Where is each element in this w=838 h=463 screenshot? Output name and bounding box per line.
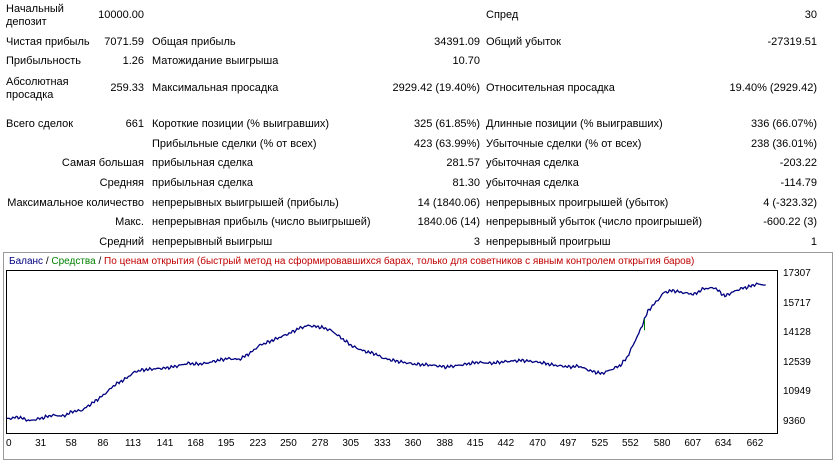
profit-factor-label: Прибыльность: [6, 55, 81, 67]
long-positions-value: 336 (66.07%): [750, 118, 817, 130]
balance-chart: [7, 282, 766, 422]
largest-label: Самая большая: [61, 157, 144, 169]
long-positions-label: Длинные позиции (% выигравших): [486, 118, 663, 130]
absolute-drawdown-value: 259.33: [110, 82, 144, 94]
balance-series-line: [7, 282, 766, 422]
maximal-drawdown-value: 2929.42 (19.40%): [392, 82, 480, 94]
max-consecutive-losses-value: 4 (-323.32): [763, 197, 817, 209]
x-tick-label: 497: [559, 438, 577, 449]
max-consecutive-loss-value: -600.22 (3): [763, 216, 817, 228]
maximal-drawdown-label: Максимальная просадка: [152, 82, 279, 94]
max-consecutive-wins-label: непрерывных выигрышей (прибыль): [152, 197, 339, 209]
x-tick-label: 388: [436, 438, 454, 449]
avg-consecutive-wins-value: 3: [473, 236, 480, 248]
loss-trades-value: 238 (36.01%): [750, 138, 817, 150]
y-tick-label: 10949: [783, 386, 811, 398]
avg-consecutive-wins-label: непрерывный выигрыш: [152, 236, 273, 248]
plot-area: [6, 270, 778, 434]
x-tick-label: 0: [6, 438, 12, 449]
spread-value: 30: [804, 9, 817, 21]
y-tick-label: 14128: [783, 327, 811, 339]
x-tick-label: 580: [653, 438, 671, 449]
profit-trades-value: 423 (63.99%): [413, 138, 480, 150]
x-tick-label: 607: [684, 438, 702, 449]
x-tick-label: 525: [591, 438, 609, 449]
loss-trades-label: Убыточные сделки (% от всех): [486, 138, 642, 150]
short-positions-label: Короткие позиции (% выигравших): [152, 118, 330, 130]
average-loss-label: убыточная сделка: [486, 177, 579, 189]
relative-drawdown-label: Относительная просадка: [486, 82, 615, 94]
legend-balance: Баланс: [9, 256, 44, 267]
legend-separator: /: [45, 256, 49, 267]
largest-loss-label: убыточная сделка: [486, 157, 579, 169]
short-positions-value: 325 (61.85%): [413, 118, 480, 130]
chart-legend: Баланс / Средства / По ценам открытия (б…: [9, 256, 694, 267]
profit-factor-value: 1.26: [122, 55, 144, 67]
legend-equity: Средства: [51, 256, 96, 267]
x-tick-label: 86: [97, 438, 109, 449]
x-tick-label: 470: [529, 438, 546, 449]
largest-profit-value: 281.57: [446, 157, 480, 169]
average-loss-value: -114.79: [780, 177, 818, 189]
max-consecutive-loss-label: непрерывный убыток (число проигрышей): [486, 216, 703, 228]
total-trades-value: 661: [125, 118, 144, 130]
spread-label: Спред: [486, 9, 519, 21]
initial-deposit-value: 10000.00: [98, 9, 144, 21]
max-consecutive-profit-label: непрерывная прибыль (число выигрышей): [152, 216, 371, 228]
gross-profit-label: Общая прибыль: [152, 36, 236, 48]
net-profit-label: Чистая прибыль: [6, 36, 90, 48]
x-tick-label: 58: [65, 438, 77, 449]
x-tick-label: 223: [249, 438, 267, 449]
x-tick-label: 31: [35, 438, 47, 449]
legend-mode: По ценам открытия (быстрый метод на сфор…: [104, 256, 695, 267]
initial-deposit-label: Начальный депозит: [6, 3, 64, 28]
profit-trades-label: Прибыльные сделки (% от всех): [152, 138, 317, 150]
y-tick-label: 17307: [783, 268, 811, 279]
x-tick-label: 141: [156, 438, 174, 449]
max-consecutive-profit-value: 1840.06 (14): [417, 216, 480, 228]
x-tick-label: 168: [187, 438, 204, 449]
largest-loss-value: -203.22: [779, 157, 817, 169]
relative-drawdown-value: 19.40% (2929.42): [729, 82, 817, 94]
max-consecutive-amount-label: Макс.: [115, 216, 144, 228]
largest-profit-label: прибыльная сделка: [152, 157, 254, 169]
average-profit-label: прибыльная сделка: [152, 177, 254, 189]
avg-consecutive-losses-value: 1: [810, 236, 817, 248]
x-tick-label: 113: [124, 438, 141, 449]
x-tick-label: 415: [466, 438, 484, 449]
x-tick-label: 442: [497, 438, 515, 449]
net-profit-value: 7071.59: [104, 36, 144, 48]
x-tick-label: 552: [622, 438, 639, 449]
x-tick-label: 360: [404, 438, 422, 449]
expected-payoff-value: 10.70: [452, 55, 480, 67]
gross-loss-label: Общий убыток: [486, 36, 561, 48]
absolute-drawdown-label: Абсолютная просадка: [6, 76, 69, 101]
avg-consecutive-label: Средний: [99, 236, 144, 248]
gross-loss-value: -27319.51: [767, 36, 817, 48]
x-tick-label: 634: [714, 438, 732, 449]
x-tick-label: 250: [280, 438, 297, 449]
average-profit-value: 81.30: [452, 177, 480, 189]
max-consecutive-losses-label: непрерывных проигрышей (убыток): [486, 197, 669, 209]
y-tick-label: 15717: [783, 297, 811, 309]
x-tick-label: 278: [311, 438, 329, 449]
avg-consecutive-losses-label: непрерывный проигрыш: [486, 236, 611, 248]
max-consecutive-label: Максимальное количество: [7, 197, 144, 209]
average-label: Средняя: [99, 177, 144, 189]
x-tick-label: 662: [746, 438, 764, 449]
x-tick-label: 305: [342, 438, 360, 449]
x-tick-label: 195: [217, 438, 235, 449]
expected-payoff-label: Матожидание выигрыша: [152, 55, 279, 67]
legend-separator-2: /: [98, 256, 102, 267]
max-consecutive-wins-value: 14 (1840.06): [417, 197, 480, 209]
y-tick-label: 9360: [783, 416, 806, 427]
gross-profit-value: 34391.09: [434, 36, 480, 48]
y-tick-label: 12539: [783, 356, 811, 368]
total-trades-label: Всего сделок: [6, 118, 74, 130]
x-tick-label: 333: [374, 438, 391, 449]
